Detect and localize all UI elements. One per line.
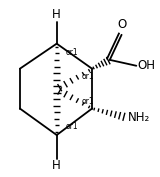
- Text: OH: OH: [138, 59, 156, 72]
- Text: or1: or1: [82, 72, 94, 81]
- Text: H: H: [52, 8, 61, 21]
- Text: or1: or1: [66, 122, 78, 131]
- Text: NH₂: NH₂: [128, 111, 150, 124]
- Text: H: H: [52, 159, 61, 172]
- Text: O: O: [117, 18, 126, 31]
- Text: or1: or1: [82, 97, 94, 106]
- Text: or1: or1: [66, 48, 78, 57]
